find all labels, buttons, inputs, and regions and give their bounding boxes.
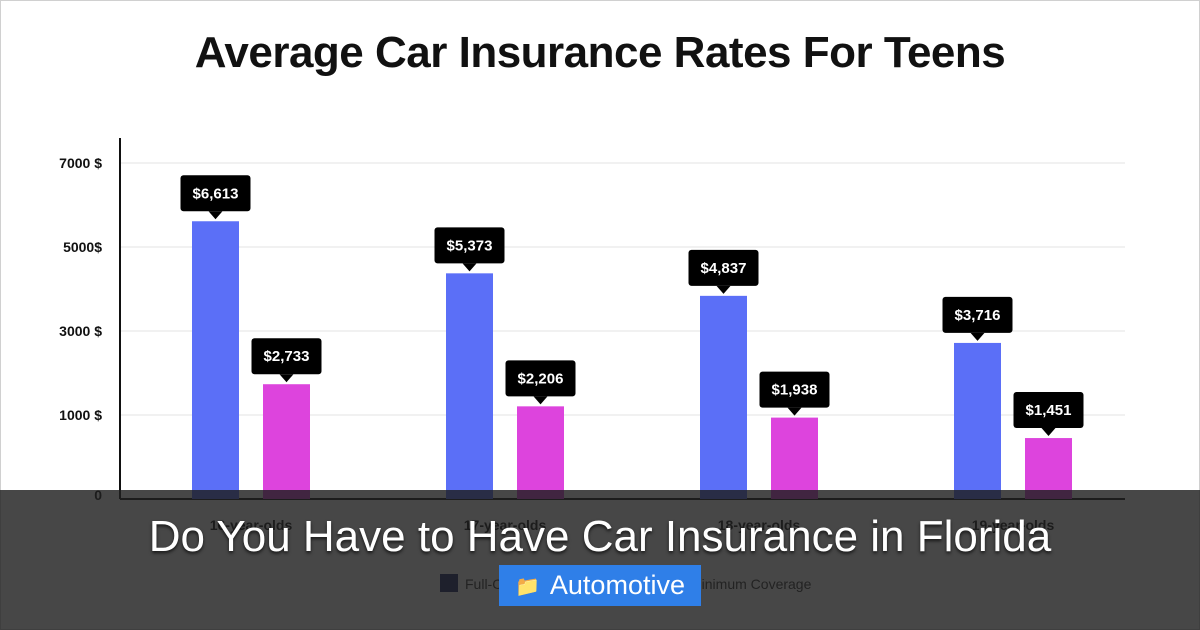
data-label-box xyxy=(688,249,759,286)
article-title[interactable]: Do You Have to Have Car Insurance in Flo… xyxy=(148,512,1052,561)
data-label-box xyxy=(1013,392,1084,429)
data-label-pointer xyxy=(970,332,985,341)
data-label: $5,373 xyxy=(447,237,493,254)
y-tick-label: 7000 $ xyxy=(59,155,102,171)
bar xyxy=(517,406,564,499)
data-label-pointer xyxy=(462,263,477,272)
data-label-pointer xyxy=(279,374,294,383)
data-label-box xyxy=(251,338,322,375)
data-label-box xyxy=(759,371,830,408)
data-label: $2,206 xyxy=(518,370,564,387)
data-label-pointer xyxy=(208,211,223,220)
y-tick-label: 5000$ xyxy=(63,239,102,255)
data-label-box xyxy=(505,360,576,397)
data-label: $4,837 xyxy=(701,260,747,277)
bar xyxy=(771,417,818,499)
data-label: $2,733 xyxy=(264,348,310,365)
category-badge[interactable]: 📁 Automotive xyxy=(499,565,701,606)
bar xyxy=(1025,438,1072,499)
data-label-box xyxy=(434,227,505,264)
data-label: $6,613 xyxy=(193,185,239,202)
data-label-pointer xyxy=(716,285,731,294)
folder-icon: 📁 xyxy=(515,573,540,598)
y-tick-label: 1000 $ xyxy=(59,407,102,423)
data-label: $1,451 xyxy=(1026,402,1072,419)
data-label-pointer xyxy=(787,407,802,416)
data-label: $1,938 xyxy=(772,382,818,399)
title-overlay xyxy=(0,490,1200,630)
y-tick-label: 3000 $ xyxy=(59,323,102,339)
data-label: $3,716 xyxy=(955,307,1001,324)
data-label-box xyxy=(942,296,1013,333)
data-label-pointer xyxy=(533,396,548,405)
data-label-box xyxy=(180,175,251,212)
bar xyxy=(263,384,310,499)
bar xyxy=(446,273,493,499)
bar xyxy=(192,221,239,499)
bar xyxy=(954,342,1001,499)
data-label-pointer xyxy=(1041,428,1056,437)
bar xyxy=(700,295,747,499)
category-label: Automotive xyxy=(549,570,685,600)
chart-title: Average Car Insurance Rates For Teens xyxy=(194,28,1006,77)
